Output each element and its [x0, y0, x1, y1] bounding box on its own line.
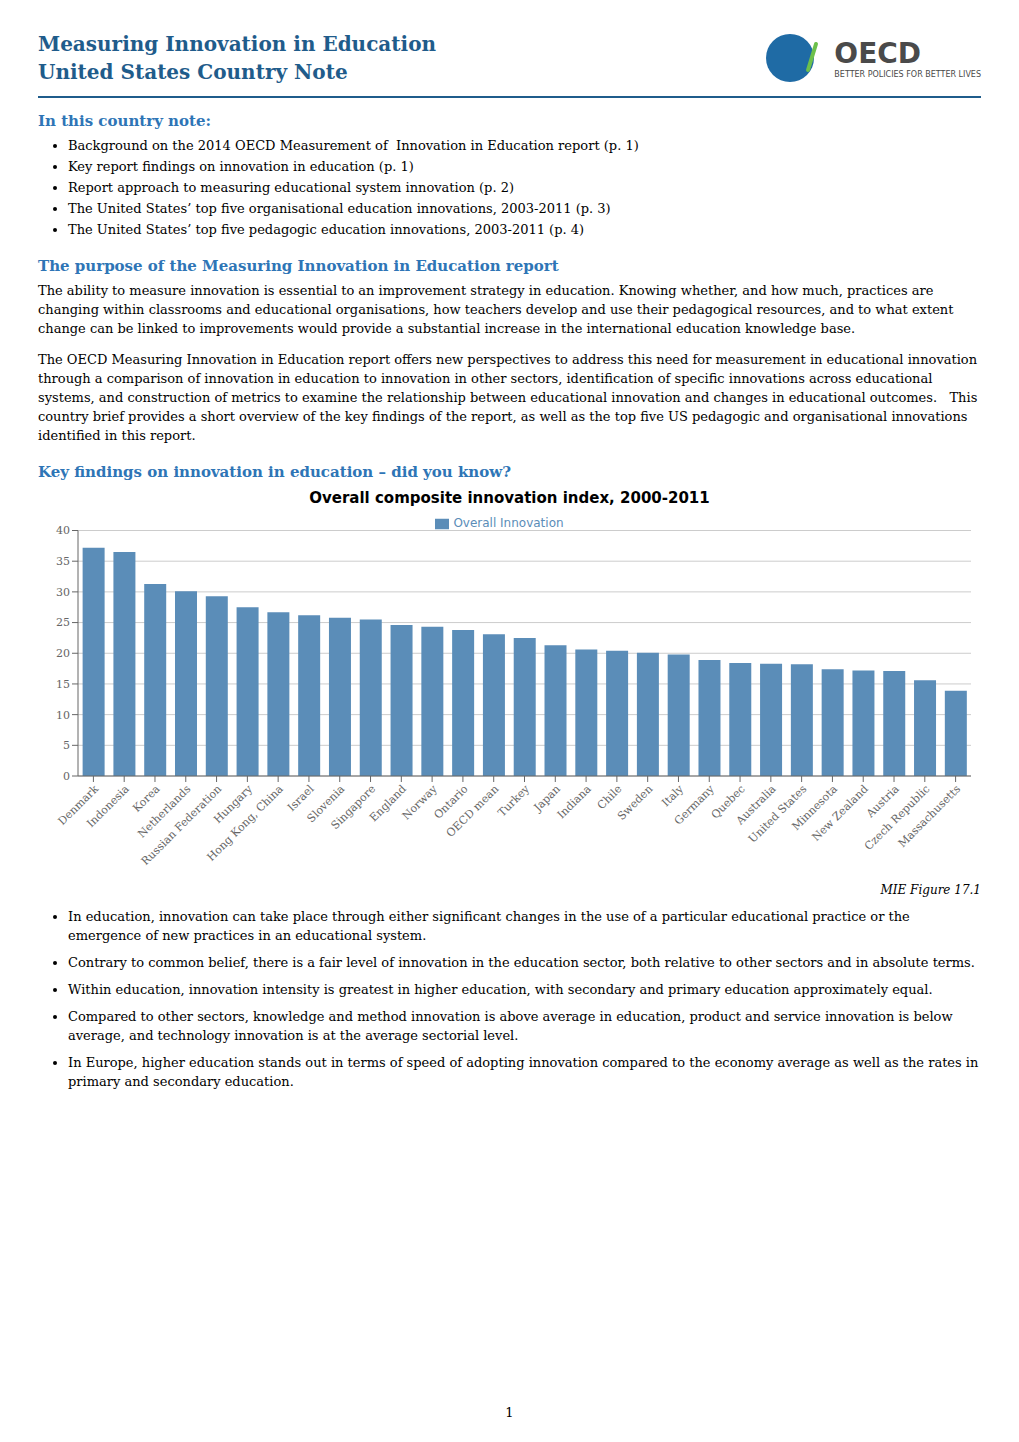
- svg-text:Ontario: Ontario: [431, 782, 471, 822]
- svg-text:Sweden: Sweden: [615, 782, 655, 822]
- svg-text:Italy: Italy: [659, 782, 686, 809]
- html-text:In Europe, higher education st: In Europe, higher education stands out i…: [68, 1055, 983, 1089]
- svg-text:Czech Republic: Czech Republic: [862, 782, 933, 853]
- svg-text:OECD mean: OECD mean: [444, 782, 502, 840]
- html-text:Contrary to common belief, the: Contrary to common belief, there is a fa…: [68, 955, 975, 970]
- svg-text:Germany: Germany: [672, 782, 718, 828]
- html-text:BETTER POLICIES FOR BETTER LIV: BETTER POLICIES FOR BETTER LIVES: [834, 69, 981, 79]
- svg-text:Japan: Japan: [531, 782, 563, 814]
- svg-text:5: 5: [63, 739, 70, 752]
- html-text:Within education, innovation i: Within education, innovation intensity i…: [68, 982, 933, 997]
- svg-text:Turkey: Turkey: [495, 782, 532, 819]
- svg-text:Austria: Austria: [863, 782, 902, 821]
- html-text:The United States’ top five or: The United States’ top five organisation…: [68, 201, 611, 216]
- html-text:Report approach to measuring e: Report approach to measuring educational…: [68, 180, 514, 195]
- svg-text:15: 15: [56, 678, 70, 691]
- svg-text:Quebec: Quebec: [708, 782, 748, 822]
- svg-text:Australia: Australia: [733, 782, 779, 828]
- svg-text:Netherlands: Netherlands: [135, 782, 194, 841]
- svg-text:10: 10: [56, 709, 70, 722]
- svg-text:New Zealand: New Zealand: [809, 782, 870, 843]
- svg-text:20: 20: [56, 647, 70, 660]
- html-text:The OECD Measuring Innovation: The OECD Measuring Innovation in Educati…: [38, 352, 982, 443]
- svg-text:Russian Federation: Russian Federation: [138, 782, 225, 868]
- svg-text:Indiana: Indiana: [555, 782, 594, 821]
- html-text:In this country note:: In this country note:: [38, 112, 211, 130]
- svg-text:Denmark: Denmark: [55, 782, 101, 828]
- html-text:United States Country Note: United States Country Note: [38, 60, 348, 84]
- svg-text:25: 25: [56, 616, 70, 629]
- svg-text:Israel: Israel: [284, 782, 317, 815]
- html-text:Overall Innovation: Overall Innovation: [453, 516, 564, 530]
- svg-text:United States: United States: [746, 782, 810, 846]
- html-text:The ability to measure innovat: The ability to measure innovation is ess…: [38, 283, 958, 336]
- html-text:In education, innovation can t: In education, innovation can take place …: [68, 909, 914, 943]
- svg-text:Korea: Korea: [130, 782, 163, 815]
- svg-text:Chile: Chile: [594, 782, 625, 813]
- svg-text:Minnesota: Minnesota: [789, 782, 841, 834]
- html-text:Compared to other sectors, kno: Compared to other sectors, knowledge and…: [68, 1009, 957, 1043]
- html-text:MIE Figure 17.1: MIE Figure 17.1: [880, 883, 981, 897]
- html-text:1: 1: [505, 1405, 514, 1420]
- svg-text:40: 40: [56, 524, 70, 537]
- svg-text:0: 0: [63, 770, 70, 783]
- svg-text:England: England: [367, 782, 409, 824]
- html-text:Key findings on innovation in: Key findings on innovation in education …: [38, 463, 511, 481]
- html-text:Key report findings on innovat: Key report findings on innovation in edu…: [68, 159, 414, 174]
- html-text:Background on the 2014 OECD Me: Background on the 2014 OECD Measurement …: [68, 138, 639, 153]
- svg-text:35: 35: [56, 555, 70, 568]
- html-text:Overall composite innovation i: Overall composite innovation index, 2000…: [309, 489, 710, 507]
- svg-text:Indonesia: Indonesia: [84, 782, 132, 830]
- svg-text:30: 30: [56, 586, 70, 599]
- html-text:Measuring Innovation in Educat: Measuring Innovation in Education: [38, 32, 436, 56]
- svg-text:Massachusetts: Massachusetts: [896, 782, 964, 850]
- svg-text:Norway: Norway: [399, 782, 440, 823]
- svg-text:Hong Kong, China: Hong Kong, China: [204, 782, 286, 864]
- svg-text:Singapore: Singapore: [329, 782, 379, 832]
- svg-text:Slovenia: Slovenia: [304, 782, 348, 826]
- html-text:The United States’ top five pe: The United States’ top five pedagogic ed…: [68, 222, 585, 237]
- svg-text:Hungary: Hungary: [211, 782, 255, 827]
- html-text:The purpose of the Measuring I: The purpose of the Measuring Innovation …: [38, 257, 559, 275]
- html-text:OECD: OECD: [834, 36, 922, 70]
